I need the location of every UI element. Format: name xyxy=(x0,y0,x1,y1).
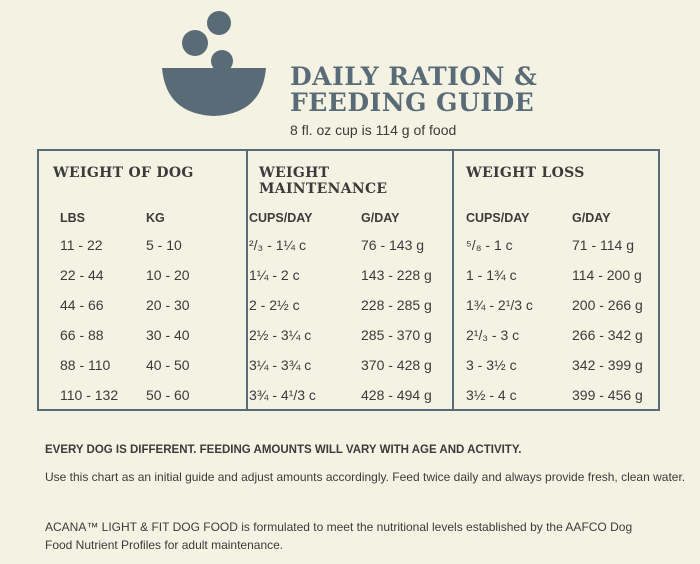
variation-warning: EVERY DOG IS DIFFERENT. FEEDING AMOUNTS … xyxy=(45,444,522,456)
cell-lbs: 88 - 110 xyxy=(60,357,111,373)
cell-lbs: 11 - 22 xyxy=(60,237,103,253)
column-header-loss-grams: G/DAY xyxy=(572,211,611,225)
cell-loss-cups: 3½ - 4 c xyxy=(466,387,517,403)
cell-kg: 50 - 60 xyxy=(146,387,190,403)
cell-loss-grams: 114 - 200 g xyxy=(572,267,642,283)
bowl-with-food-icon xyxy=(158,10,270,118)
column-header-maintenance-cups: CUPS/DAY xyxy=(249,211,313,225)
cell-maintenance-grams: 76 - 143 g xyxy=(361,237,425,253)
cell-loss-grams: 266 - 342 g xyxy=(572,327,643,343)
cell-maintenance-cups: 3¼ - 3¾ c xyxy=(249,357,312,373)
cell-loss-grams: 71 - 114 g xyxy=(572,237,635,253)
group-header-maintenance-line-2: MAINTENANCE xyxy=(259,181,388,197)
cell-maintenance-grams: 428 - 494 g xyxy=(361,387,432,403)
cell-maintenance-cups: 2 - 2½ c xyxy=(249,297,300,313)
guide-note: Use this chart as an initial guide and a… xyxy=(45,470,686,484)
cell-maintenance-grams: 285 - 370 g xyxy=(361,327,432,343)
cell-loss-grams: 399 - 456 g xyxy=(572,387,643,403)
cell-kg: 5 - 10 xyxy=(146,237,182,253)
cell-lbs: 44 - 66 xyxy=(60,297,104,313)
cup-size-note: 8 fl. oz cup is 114 g of food xyxy=(290,122,457,138)
cell-maintenance-cups: 3¾ - 4¹/3 c xyxy=(249,387,316,403)
cell-maintenance-cups: ²/₃ - 1¼ c xyxy=(249,237,307,253)
group-header-maintenance: WEIGHT MAINTENANCE xyxy=(259,165,387,197)
cell-maintenance-cups: 1¼ - 2 c xyxy=(249,267,300,283)
feeding-table: WEIGHT OF DOG WEIGHT MAINTENANCE WEIGHT … xyxy=(37,149,660,411)
cell-loss-grams: 342 - 399 g xyxy=(572,357,643,373)
column-divider xyxy=(452,151,454,409)
cell-loss-cups: 1¾ - 2¹/3 c xyxy=(466,297,533,313)
cell-lbs: 66 - 88 xyxy=(60,327,104,343)
formulation-statement: ACANA™ LIGHT & FIT DOG FOOD is formulate… xyxy=(45,520,633,552)
column-header-lbs: LBS xyxy=(60,211,85,225)
cell-lbs: 110 - 132 xyxy=(60,387,119,403)
cell-kg: 10 - 20 xyxy=(146,267,190,283)
page-title: DAILY RATION & FEEDING GUIDE xyxy=(290,64,537,116)
cell-maintenance-grams: 370 - 428 g xyxy=(361,357,432,373)
cell-loss-grams: 200 - 266 g xyxy=(572,297,643,313)
title-line-1: DAILY RATION & xyxy=(290,62,538,91)
group-header-weight-loss: WEIGHT LOSS xyxy=(466,165,585,181)
group-header-weight-of-dog: WEIGHT OF DOG xyxy=(53,165,194,181)
cell-loss-cups: 1 - 1¾ c xyxy=(466,267,517,283)
cell-kg: 40 - 50 xyxy=(146,357,190,373)
cell-kg: 20 - 30 xyxy=(146,297,190,313)
cell-loss-cups: 3 - 3½ c xyxy=(466,357,517,373)
column-divider xyxy=(246,151,248,409)
cell-maintenance-grams: 228 - 285 g xyxy=(361,297,432,313)
cell-maintenance-grams: 143 - 228 g xyxy=(361,267,432,283)
group-header-maintenance-line-1: WEIGHT xyxy=(259,165,330,181)
column-header-kg: KG xyxy=(146,211,165,225)
cell-maintenance-cups: 2½ - 3¼ c xyxy=(249,327,312,343)
cell-loss-cups: ⁵/₈ - 1 c xyxy=(466,237,513,253)
title-line-2: FEEDING GUIDE xyxy=(290,88,535,117)
column-header-loss-cups: CUPS/DAY xyxy=(466,211,530,225)
cell-kg: 30 - 40 xyxy=(146,327,190,343)
column-header-maintenance-grams: G/DAY xyxy=(361,211,400,225)
cell-lbs: 22 - 44 xyxy=(60,267,104,283)
cell-loss-cups: 2¹/₃ - 3 c xyxy=(466,327,520,343)
